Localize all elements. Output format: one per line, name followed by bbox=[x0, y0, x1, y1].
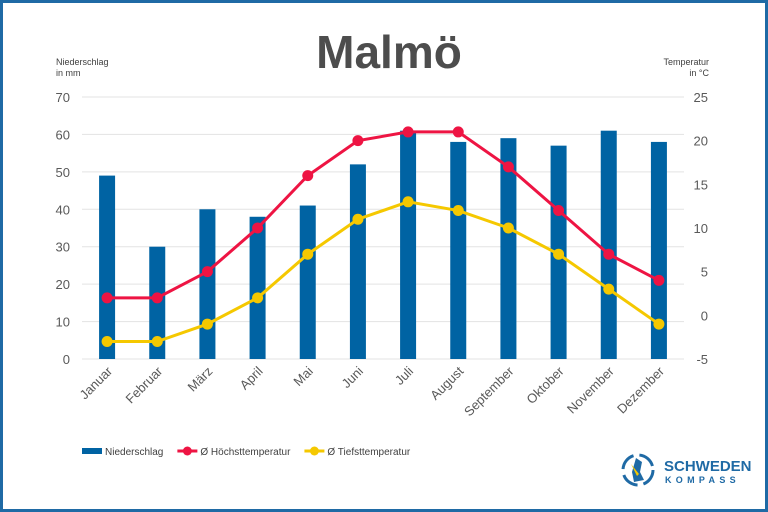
x-tick-label: Januar bbox=[76, 363, 115, 402]
point-0-April bbox=[252, 222, 264, 234]
x-tick-label: November bbox=[564, 363, 617, 416]
right-tick-label: 0 bbox=[701, 308, 708, 323]
point-1-Juli bbox=[402, 196, 414, 208]
right-axis-label-2: in °C bbox=[689, 68, 709, 78]
bar-April bbox=[249, 216, 266, 359]
logo-line1: SCHWEDEN bbox=[664, 458, 752, 475]
left-axis-label-2: in mm bbox=[56, 68, 81, 78]
point-0-Januar bbox=[101, 292, 113, 304]
legend-swatch bbox=[82, 448, 102, 454]
right-tick-label: 15 bbox=[694, 177, 708, 192]
point-1-August bbox=[452, 205, 464, 217]
point-1-Juni bbox=[352, 213, 364, 225]
point-0-März bbox=[201, 266, 213, 278]
right-axis-label-1: Temperatur bbox=[663, 57, 709, 67]
right-tick-label: 25 bbox=[694, 90, 708, 105]
x-tick-label: Mai bbox=[290, 363, 315, 388]
point-1-Mai bbox=[302, 248, 314, 260]
bar-Juni bbox=[349, 164, 366, 359]
x-tick-label: September bbox=[461, 363, 517, 419]
compass-icon bbox=[621, 453, 655, 487]
legend-marker bbox=[309, 446, 319, 456]
point-1-Januar bbox=[101, 336, 113, 348]
logo-line2: KOMPASS bbox=[665, 475, 740, 485]
point-1-Februar bbox=[151, 336, 163, 348]
bar-Januar bbox=[99, 175, 116, 359]
point-0-September bbox=[502, 161, 514, 173]
sweden-map-icon bbox=[632, 458, 644, 482]
left-tick-label: 50 bbox=[56, 165, 70, 180]
left-tick-label: 30 bbox=[56, 240, 70, 255]
x-tick-label: Februar bbox=[123, 363, 166, 406]
point-1-September bbox=[502, 222, 514, 234]
x-tick-label: Oktober bbox=[523, 363, 567, 407]
compass-needle-icon bbox=[631, 464, 639, 476]
bar-Mai bbox=[299, 205, 316, 359]
x-tick-label: Dezember bbox=[614, 363, 667, 416]
bar-Dezember bbox=[650, 141, 667, 359]
point-0-Dezember bbox=[653, 274, 665, 286]
bar-August bbox=[450, 141, 467, 359]
left-tick-label: 40 bbox=[56, 202, 70, 217]
logo: SCHWEDEN KOMPASS bbox=[621, 453, 752, 487]
bar-März bbox=[199, 209, 216, 359]
left-tick-label: 0 bbox=[63, 352, 70, 367]
bar-November bbox=[600, 130, 617, 359]
right-tick-label: 10 bbox=[694, 221, 708, 236]
bar-Juli bbox=[400, 130, 417, 359]
left-tick-label: 60 bbox=[56, 127, 70, 142]
left-tick-label: 70 bbox=[56, 90, 70, 105]
point-0-Februar bbox=[151, 292, 163, 304]
x-tick-label: Juni bbox=[339, 363, 367, 391]
legend-label: Niederschlag bbox=[105, 447, 163, 458]
right-tick-label: 5 bbox=[701, 265, 708, 280]
legend-label: Ø Tiefsttemperatur bbox=[327, 447, 410, 458]
point-1-November bbox=[603, 283, 615, 295]
point-1-April bbox=[252, 292, 264, 304]
x-tick-label: März bbox=[185, 364, 216, 395]
point-0-November bbox=[603, 248, 615, 260]
point-0-August bbox=[452, 126, 464, 138]
legend-label: Ø Höchsttemperatur bbox=[200, 447, 291, 458]
left-axis-label-1: Niederschlag bbox=[56, 57, 109, 67]
point-0-Oktober bbox=[553, 205, 565, 217]
series-line-0 bbox=[107, 130, 660, 300]
point-0-Mai bbox=[302, 170, 314, 182]
point-1-Dezember bbox=[653, 318, 665, 330]
right-tick-label: -5 bbox=[696, 352, 708, 367]
right-tick-label: 20 bbox=[694, 134, 708, 149]
left-tick-label: 10 bbox=[56, 315, 70, 330]
point-0-Juli bbox=[402, 126, 414, 138]
point-0-Juni bbox=[352, 135, 364, 147]
series-line-1 bbox=[107, 200, 660, 344]
x-tick-label: Juli bbox=[392, 363, 416, 387]
chart-title: Malmö bbox=[316, 26, 462, 78]
point-1-Oktober bbox=[553, 248, 565, 260]
left-tick-label: 20 bbox=[56, 277, 70, 292]
x-tick-label: August bbox=[427, 363, 466, 402]
point-1-März bbox=[201, 318, 213, 330]
x-tick-label: April bbox=[237, 363, 266, 392]
legend-marker bbox=[182, 446, 192, 456]
bar-September bbox=[500, 138, 517, 359]
